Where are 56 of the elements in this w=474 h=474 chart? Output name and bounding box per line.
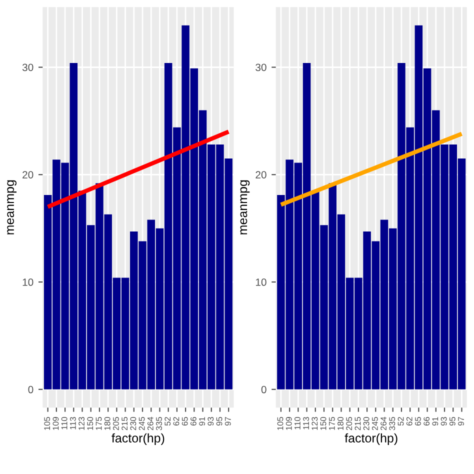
x-tick-label: 93 <box>440 417 447 426</box>
x-tick-label: 62 <box>173 417 180 426</box>
x-tick-label: 110 <box>61 416 68 430</box>
x-tick-label: 65 <box>182 417 188 426</box>
x-tick-label: 180 <box>104 416 110 430</box>
x-tick-label: 123 <box>78 417 84 430</box>
y-tick-label: 20 <box>22 171 34 178</box>
x-tick-label: 93 <box>208 417 214 426</box>
y-tick-label: 20 <box>256 171 266 178</box>
x-tick-label: 175 <box>96 417 102 430</box>
y-tick-label: 10 <box>256 278 266 286</box>
y-axis-title: meanmpg <box>240 180 250 234</box>
x-tick-label: 113 <box>70 417 76 430</box>
x-tick-label: 123 <box>312 417 318 430</box>
x-tick-label: 91 <box>199 417 206 426</box>
x-tick-label: 62 <box>406 417 412 426</box>
x-tick-label: 66 <box>424 417 430 426</box>
x-tick-label: 66 <box>190 417 196 426</box>
x-tick-label: 245 <box>138 417 145 430</box>
y-tick-label: 0 <box>261 386 266 394</box>
x-tick-label: 175 <box>329 417 335 430</box>
x-tick-label: 113 <box>303 417 310 430</box>
x-tick-label: 97 <box>458 417 464 426</box>
x-tick-label: 264 <box>147 416 154 430</box>
y-axis-title: meanmpg <box>7 180 16 234</box>
x-tick-label: 109 <box>286 417 292 430</box>
y-tick-label: 30 <box>22 64 34 72</box>
x-tick-label: 335 <box>156 417 162 430</box>
x-tick-label: 230 <box>363 416 370 430</box>
x-tick-label: 105 <box>44 417 50 430</box>
x-tick-label: 105 <box>277 417 284 430</box>
x-tick-label: 95 <box>216 417 222 426</box>
x-tick-label: 264 <box>380 416 386 430</box>
x-tick-label: 110 <box>294 416 300 430</box>
x-tick-label: 52 <box>164 417 171 426</box>
x-tick-label: 65 <box>415 417 421 426</box>
y-tick-label: 0 <box>28 386 34 394</box>
x-axis-title: factor(hp) <box>112 433 164 445</box>
x-axis-title: factor(hp) <box>344 433 398 445</box>
x-tick-label: 230 <box>130 416 136 430</box>
y-tick-label: 10 <box>22 278 34 286</box>
y-tick-label: 30 <box>256 64 266 72</box>
x-tick-label: 245 <box>372 417 378 430</box>
x-tick-label: 205 <box>113 417 119 430</box>
x-tick-label: 150 <box>320 416 326 430</box>
x-tick-label: 205 <box>346 417 352 430</box>
x-tick-label: 109 <box>52 417 59 430</box>
x-tick-label: 97 <box>224 417 231 426</box>
x-tick-label: 150 <box>87 416 94 430</box>
x-tick-label: 335 <box>389 417 396 430</box>
x-tick-label: 215 <box>354 417 361 430</box>
x-tick-label: 52 <box>398 417 404 426</box>
x-tick-label: 91 <box>432 417 438 426</box>
x-tick-label: 215 <box>122 417 128 430</box>
x-tick-label: 180 <box>338 416 344 430</box>
x-tick-label: 95 <box>449 417 456 426</box>
